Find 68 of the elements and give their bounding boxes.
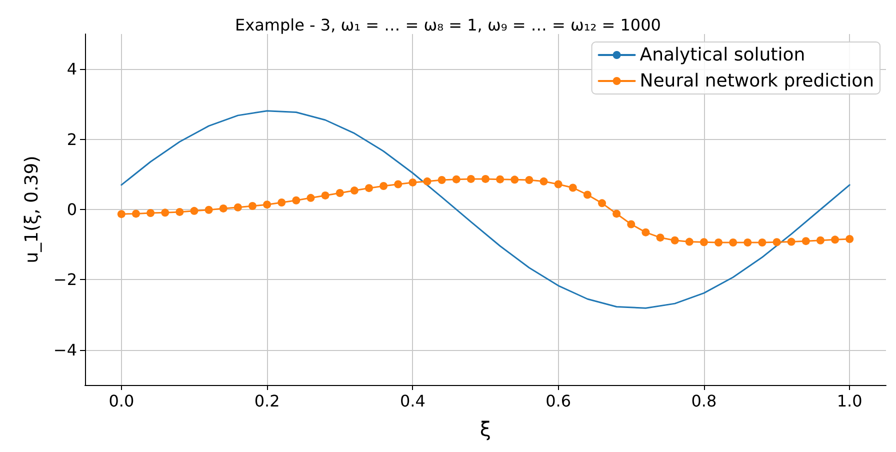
- point: [685, 238, 694, 246]
- point: [554, 180, 562, 188]
- x-tick-label: 1.0: [836, 392, 862, 410]
- point: [423, 177, 432, 186]
- point: [306, 194, 315, 202]
- point: [700, 238, 708, 246]
- point: [642, 228, 650, 236]
- y-tick-label: −4: [53, 340, 77, 360]
- y-tick-label: 2: [66, 130, 77, 149]
- point: [744, 238, 752, 246]
- point: [408, 178, 417, 186]
- x-axis-title: ξ: [480, 417, 492, 441]
- point: [802, 237, 810, 246]
- point: [380, 182, 388, 190]
- point: [627, 220, 636, 228]
- x-tick-label: 0.2: [254, 392, 280, 410]
- point: [846, 234, 854, 243]
- point: [772, 238, 781, 246]
- x-tick-label: 0.0: [108, 392, 134, 410]
- point: [204, 206, 213, 214]
- point: [190, 206, 198, 215]
- point: [336, 189, 344, 197]
- point: [321, 191, 330, 200]
- point: [831, 236, 840, 244]
- x-tick-label: 0.8: [691, 392, 717, 410]
- point: [132, 210, 140, 218]
- point: [525, 176, 534, 184]
- point: [714, 238, 723, 246]
- point: [540, 177, 548, 186]
- point: [510, 176, 519, 184]
- point: [278, 198, 286, 206]
- x-tick-label: 0.4: [400, 392, 426, 410]
- point: [219, 204, 228, 212]
- point: [248, 202, 256, 210]
- point: [670, 236, 679, 244]
- point: [568, 184, 577, 192]
- point: [161, 208, 170, 217]
- point: [787, 238, 796, 246]
- y-tick-label: 4: [66, 60, 77, 79]
- point: [466, 174, 475, 183]
- point: [482, 174, 490, 183]
- point: [234, 203, 242, 212]
- point: [583, 190, 592, 199]
- point: [146, 209, 155, 218]
- y-tick-label: −2: [53, 270, 77, 290]
- y-axis-title: u_1(ξ, 0.39): [22, 156, 42, 264]
- point: [263, 200, 272, 209]
- point: [394, 180, 402, 188]
- point: [117, 210, 126, 218]
- legend-label: Analytical solution: [640, 44, 806, 66]
- point: [656, 234, 664, 242]
- point: [452, 175, 460, 184]
- x-tick-label: 0.6: [546, 392, 572, 410]
- point: [729, 238, 738, 246]
- point: [758, 238, 766, 246]
- point: [292, 196, 300, 204]
- chart-title: Example - 3, ω₁ = … = ω₈ = 1, ω₉ = … = ω₁₂ = 1000: [235, 16, 661, 34]
- point: [350, 186, 358, 195]
- point: [365, 184, 373, 192]
- point: [438, 176, 446, 184]
- point: [176, 208, 184, 216]
- point: [598, 199, 606, 208]
- point: [612, 210, 621, 218]
- point: [496, 175, 504, 184]
- point: [816, 236, 824, 244]
- y-tick-label: 0: [66, 200, 77, 219]
- legend-label: Neural network prediction: [640, 70, 874, 92]
- line-series: [120, 110, 850, 309]
